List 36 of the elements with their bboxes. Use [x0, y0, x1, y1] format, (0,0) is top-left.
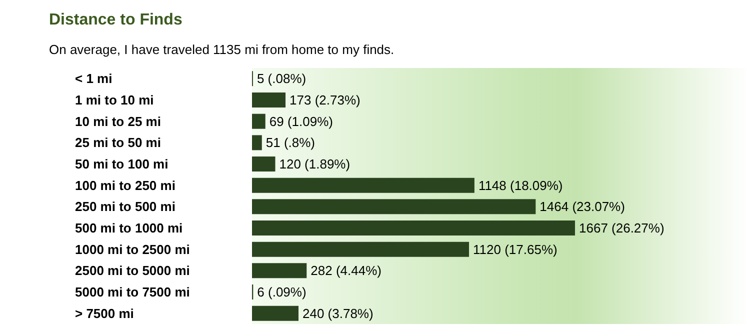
bar — [252, 220, 575, 236]
bar — [252, 156, 276, 172]
y-tick-label: 1 mi to 10 mi — [75, 92, 154, 108]
y-tick-label: 5000 mi to 7500 mi — [75, 284, 190, 300]
bar — [252, 114, 266, 129]
data-label: 1120 (17.65%) — [473, 242, 558, 257]
data-label: 282 (4.44%) — [310, 263, 382, 278]
bar — [252, 135, 262, 150]
y-tick-label: 100 mi to 250 mi — [75, 178, 176, 193]
chart-subtitle: On average, I have traveled 1135 mi from home to my finds. — [49, 42, 394, 57]
data-label: 1148 (18.09%) — [478, 178, 563, 193]
data-label: 1667 (26.27%) — [579, 220, 664, 236]
y-tick-label: < 1 mi — [75, 71, 112, 86]
y-tick-label: 2500 mi to 5000 mi — [75, 263, 190, 278]
bar — [252, 263, 307, 278]
bar — [252, 242, 470, 257]
y-tick-label: 250 mi to 500 mi — [75, 199, 176, 214]
y-tick-label: > 7500 mi — [75, 306, 134, 321]
data-label: 173 (2.73%) — [290, 92, 360, 108]
data-label: 5 (.08%) — [256, 71, 306, 86]
bar — [252, 178, 474, 193]
data-label: 1464 (23.07%) — [540, 199, 625, 214]
text: Distance to Finds — [49, 12, 182, 28]
bar — [252, 92, 286, 108]
data-label: 120 (1.89%) — [279, 156, 350, 172]
y-tick-label: 10 mi to 25 mi — [75, 114, 161, 129]
data-label: 51 (.8%) — [266, 135, 316, 150]
y-tick-label: 50 mi to 100 mi — [75, 156, 168, 172]
y-tick-label: 1000 mi to 2500 mi — [75, 242, 190, 257]
data-label: 6 (.09%) — [257, 284, 306, 300]
y-tick-label: 25 mi to 50 mi — [75, 135, 161, 150]
data-label: 240 (3.78%) — [302, 306, 374, 321]
data-label: 69 (1.09%) — [269, 114, 333, 129]
bar — [252, 306, 299, 321]
bar — [252, 199, 536, 214]
y-tick-label: 500 mi to 1000 mi — [75, 220, 183, 236]
